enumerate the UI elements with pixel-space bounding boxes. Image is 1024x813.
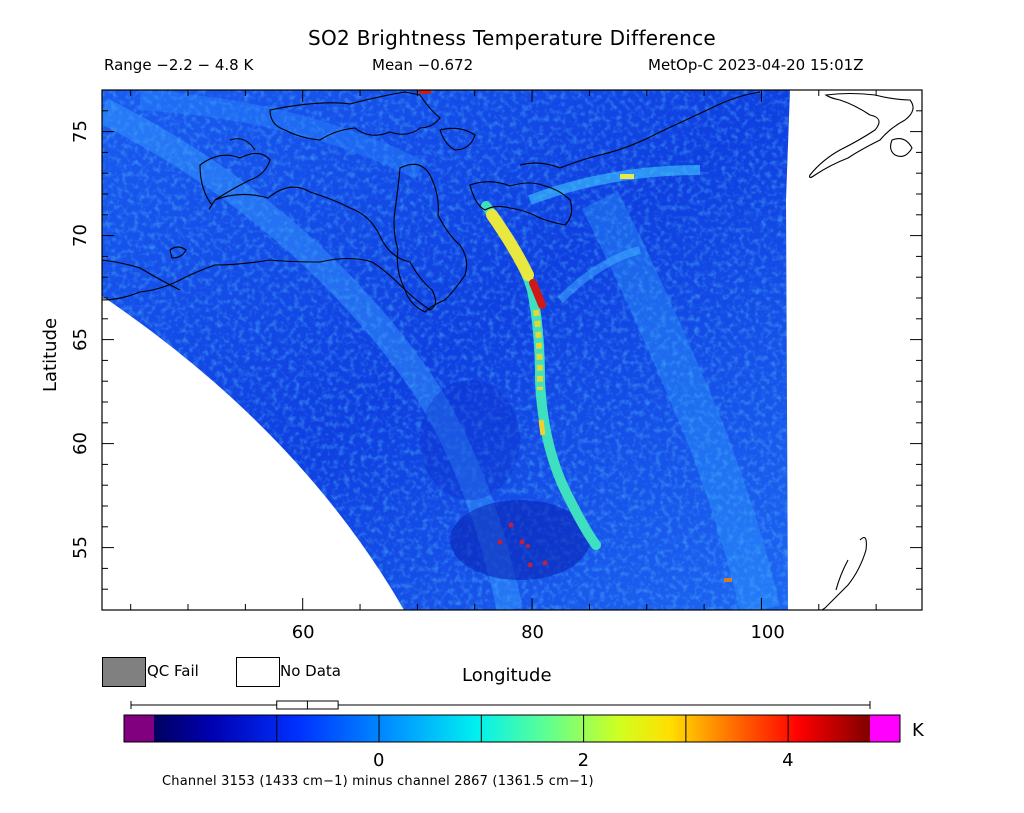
- histogram-boxplot: [130, 700, 871, 710]
- x-tick-label: 80: [521, 622, 544, 643]
- chart-title: SO2 Brightness Temperature Difference: [308, 26, 716, 50]
- colorbar-under: [124, 715, 154, 742]
- colorbar-tick-label: 0: [373, 750, 385, 771]
- colorbar-tick-label: 4: [782, 750, 794, 771]
- satellite-timestamp: MetOp-C 2023-04-20 15:01Z: [648, 56, 864, 74]
- colorbar-gradient: [154, 715, 870, 742]
- mean-readout: Mean −0.672: [372, 56, 474, 74]
- channel-footnote: Channel 3153 (1433 cm−1) minus channel 2…: [162, 774, 594, 789]
- qc-fail-label: QC Fail: [147, 662, 199, 680]
- qc-fail-swatch: [102, 657, 146, 687]
- x-axis-label: Longitude: [462, 665, 552, 686]
- plot-frame: [101, 89, 923, 611]
- x-tick-label: 60: [291, 622, 315, 643]
- x-tick-label: 100: [750, 622, 785, 643]
- range-readout: Range −2.2 − 4.8 K: [104, 56, 254, 74]
- coastline-lines: [102, 91, 914, 610]
- colorbar-tick-label: 2: [577, 750, 590, 771]
- no-data-swatch: [236, 657, 280, 687]
- colorbar-unit: K: [912, 720, 924, 741]
- colorbar-over: [870, 715, 900, 742]
- no-data-label: No Data: [280, 662, 341, 680]
